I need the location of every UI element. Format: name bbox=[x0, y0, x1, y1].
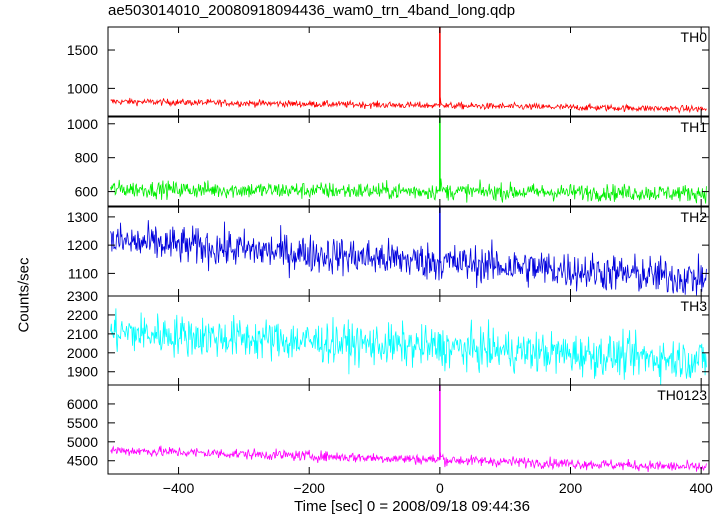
y-tick-label: 2300 bbox=[67, 288, 98, 304]
y-tick-label: 1300 bbox=[67, 209, 98, 225]
panel-frame bbox=[107, 206, 710, 297]
x-axis-label: Time [sec] 0 = 2008/09/18 09:44:36 bbox=[294, 498, 530, 515]
y-tick-label: 5500 bbox=[67, 415, 98, 431]
panel-frame bbox=[107, 116, 710, 207]
panel-label: TH1 bbox=[681, 119, 708, 135]
y-tick-label: 2200 bbox=[67, 307, 98, 323]
panel-label: TH0 bbox=[681, 29, 708, 45]
panel-frame bbox=[107, 26, 710, 117]
series-line-th0 bbox=[110, 97, 707, 114]
y-tick-label: 1200 bbox=[67, 237, 98, 253]
y-tick-label: 6000 bbox=[67, 396, 98, 412]
series-line-th2 bbox=[110, 220, 707, 296]
series-line-th3 bbox=[110, 308, 707, 385]
series-line-th1 bbox=[110, 178, 707, 204]
y-tick-label: 1900 bbox=[67, 364, 98, 380]
panel-label: TH2 bbox=[681, 209, 708, 225]
x-tick-label: −200 bbox=[293, 480, 325, 496]
y-tick-label: 1500 bbox=[67, 42, 98, 58]
x-tick-label: −400 bbox=[163, 480, 195, 496]
x-tick-label: 200 bbox=[559, 480, 583, 496]
chart-title: ae503014010_20080918094436_wam0_trn_4ban… bbox=[108, 2, 516, 19]
y-tick-label: 800 bbox=[75, 150, 99, 166]
y-tick-label: 1000 bbox=[67, 116, 98, 132]
panel-label: TH3 bbox=[681, 298, 708, 314]
y-tick-label: 1100 bbox=[68, 265, 98, 281]
x-tick-label: 0 bbox=[436, 480, 444, 496]
y-tick-label: 2100 bbox=[67, 326, 98, 342]
series-line-th0123 bbox=[110, 445, 707, 473]
panel-frame bbox=[107, 384, 710, 475]
x-tick-label: 400 bbox=[689, 480, 713, 496]
y-axis-label: Counts/sec bbox=[15, 257, 33, 333]
y-tick-label: 1000 bbox=[67, 80, 98, 96]
panel-label: TH0123 bbox=[657, 387, 707, 403]
y-tick-label: 2000 bbox=[67, 345, 98, 361]
y-tick-label: 5000 bbox=[67, 434, 98, 450]
y-tick-label: 4500 bbox=[67, 453, 98, 469]
y-tick-label: 600 bbox=[75, 184, 99, 200]
